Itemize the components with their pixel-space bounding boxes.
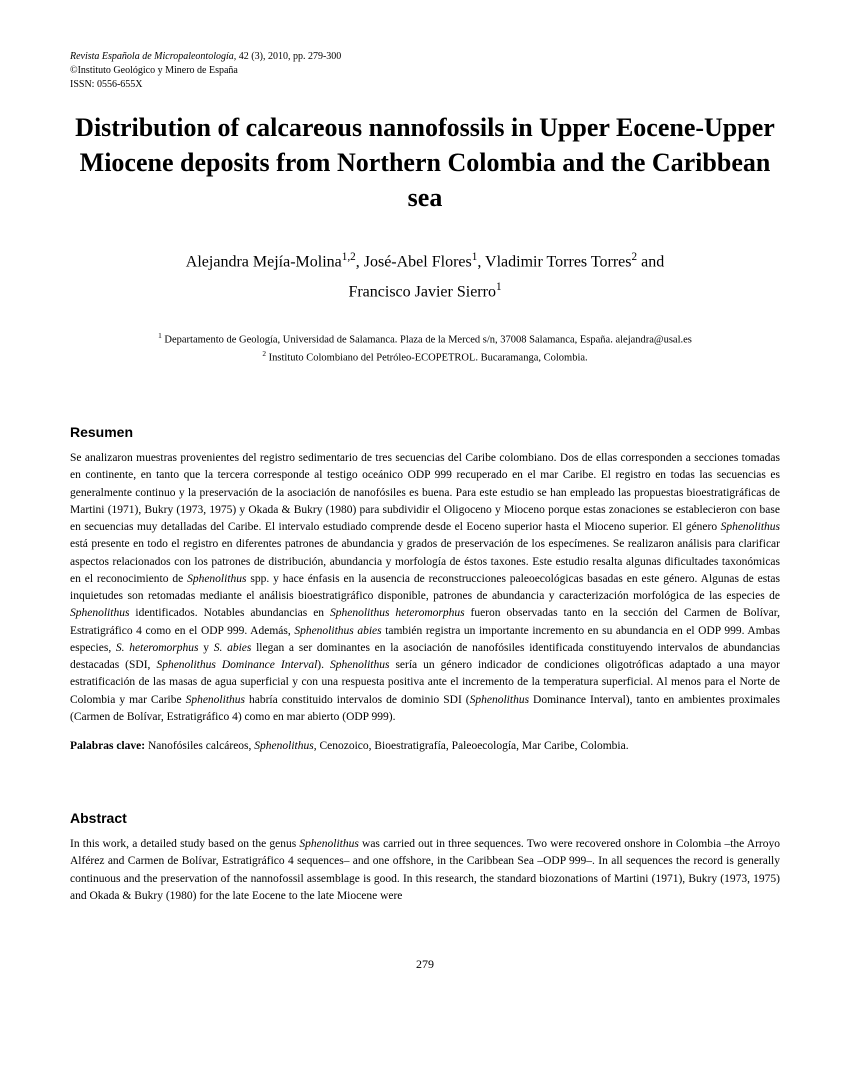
affiliation-2: 2 Instituto Colombiano del Petróleo-ECOP… xyxy=(70,348,780,366)
page-number: 279 xyxy=(70,957,780,972)
affiliation-1: 1 Departamento de Geología, Universidad … xyxy=(70,330,780,348)
affiliations-block: 1 Departamento de Geología, Universidad … xyxy=(70,330,780,367)
authors-line-1: Alejandra Mejía-Molina1,2, José-Abel Flo… xyxy=(70,247,780,277)
resumen-heading: Resumen xyxy=(70,424,780,440)
affil-text: Instituto Colombiano del Petróleo-ECOPET… xyxy=(266,352,588,363)
author-affil-sup: 1 xyxy=(496,281,502,293)
keywords-label: Palabras clave: xyxy=(70,740,145,752)
palabras-clave: Palabras clave: Nanofósiles calcáreos, S… xyxy=(70,740,780,752)
keywords-text: Nanofósiles calcáreos, Sphenolithus, Cen… xyxy=(145,740,629,752)
journal-header: Revista Española de Micropaleontología, … xyxy=(70,50,780,92)
journal-copyright: ©Instituto Geológico y Minero de España xyxy=(70,64,780,78)
journal-citation: Revista Española de Micropaleontología, … xyxy=(70,50,780,64)
affil-text: Departamento de Geología, Universidad de… xyxy=(162,334,692,345)
author-name: Alejandra Mejía-Molina xyxy=(186,254,342,271)
abstract-body: In this work, a detailed study based on … xyxy=(70,836,780,905)
author-name: , Vladimir Torres Torres xyxy=(477,254,631,271)
journal-name: Revista Española de Micropaleontología, xyxy=(70,51,236,62)
author-conj: and xyxy=(637,254,664,271)
author-affil-sup: 1,2 xyxy=(342,251,356,263)
author-name: Francisco Javier Sierro xyxy=(348,284,496,301)
article-title: Distribution of calcareous nannofossils … xyxy=(70,110,780,215)
author-name: , José-Abel Flores xyxy=(356,254,472,271)
journal-issn: ISSN: 0556-655X xyxy=(70,78,780,92)
authors-block: Alejandra Mejía-Molina1,2, José-Abel Flo… xyxy=(70,247,780,307)
resumen-body: Se analizaron muestras provenientes del … xyxy=(70,450,780,726)
authors-line-2: Francisco Javier Sierro1 xyxy=(70,277,780,307)
abstract-heading: Abstract xyxy=(70,810,780,826)
journal-issue: 42 (3), 2010, pp. 279-300 xyxy=(236,51,341,62)
